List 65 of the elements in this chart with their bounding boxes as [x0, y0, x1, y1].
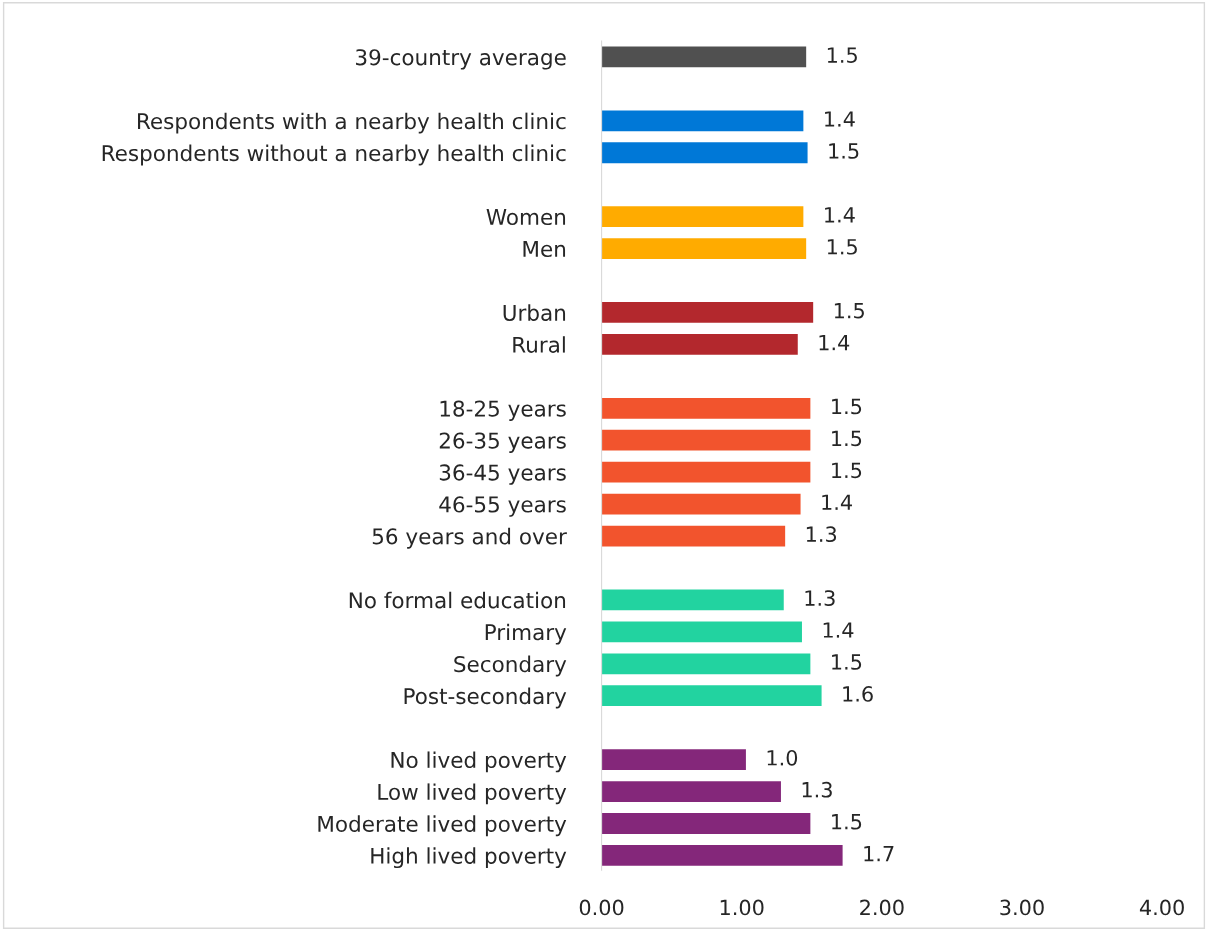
data-label: 1.0 [767, 749, 798, 766]
data-label: 1.4 [823, 622, 854, 638]
data-label: 1.5 [829, 143, 859, 159]
data-label: 1.3 [802, 781, 832, 798]
y-tick-label: 56 years and over [372, 527, 567, 549]
y-tick-label: Urban [503, 304, 566, 321]
y-tick-label: Primary [485, 623, 567, 645]
bar [601, 142, 808, 164]
y-tick-label: 26-35 years [439, 432, 566, 453]
x-tick-label: 3.00 [1000, 899, 1044, 916]
bar [601, 46, 807, 68]
y-tick-label: Post-secondary [404, 687, 567, 709]
data-label: 1.4 [825, 111, 855, 127]
bar [601, 334, 798, 355]
y-tick-label: 18-25 years [440, 400, 566, 421]
data-label: 1.4 [825, 207, 855, 223]
bar [601, 621, 802, 643]
data-label: 1.5 [832, 398, 862, 415]
bar [601, 525, 786, 547]
y-tick-label: 36-45 years [439, 464, 566, 485]
y-tick-label: Rural [513, 336, 565, 353]
bar [601, 238, 807, 259]
data-label: 1.3 [805, 590, 835, 606]
y-tick-label: Respondents with a nearby health clinic [138, 112, 566, 134]
bar [601, 206, 804, 228]
bar [601, 302, 814, 323]
data-label: 1.3 [806, 526, 837, 543]
x-tick-label: 2.00 [860, 899, 904, 916]
data-label: 1.5 [832, 430, 862, 447]
x-tick-label: 4.00 [1139, 899, 1184, 916]
y-tick-label: Moderate lived poverty [318, 815, 567, 837]
y-tick-label: High lived poverty [371, 847, 567, 869]
bar [601, 653, 811, 675]
bar [601, 397, 811, 419]
y-tick-label: Women [486, 209, 566, 226]
bar [601, 685, 822, 707]
y-tick-label: No lived poverty [391, 751, 567, 773]
data-label: 1.5 [834, 303, 864, 319]
bar [601, 813, 811, 834]
data-label: 1.5 [827, 47, 857, 63]
bar [601, 749, 746, 771]
y-tick-label: Secondary [454, 655, 567, 677]
bar [601, 781, 781, 802]
bar [601, 110, 804, 132]
data-label: 1.5 [832, 654, 862, 670]
x-tick-label: 0.00 [579, 899, 624, 916]
data-label: 1.5 [832, 462, 862, 479]
y-tick-label: Men [523, 241, 566, 258]
x-tick-label: 1.00 [720, 899, 764, 916]
y-tick-label: Low lived poverty [378, 783, 567, 805]
y-tick-label: Respondents without a nearby health clinic [102, 144, 566, 166]
bar [601, 493, 801, 515]
y-tick-label: 39-country average [356, 49, 566, 70]
bar [601, 429, 811, 451]
data-label: 1.7 [864, 846, 894, 862]
data-label: 1.5 [827, 239, 857, 255]
data-label: 1.4 [822, 494, 852, 510]
data-label: 1.6 [843, 686, 873, 702]
data-label: 1.5 [832, 814, 862, 830]
y-tick-label: 46-55 years [439, 496, 566, 517]
y-tick-label: No formal education [349, 591, 566, 609]
data-label: 1.4 [819, 334, 850, 351]
bar [601, 589, 784, 611]
bar [601, 845, 843, 866]
bar [601, 461, 811, 483]
